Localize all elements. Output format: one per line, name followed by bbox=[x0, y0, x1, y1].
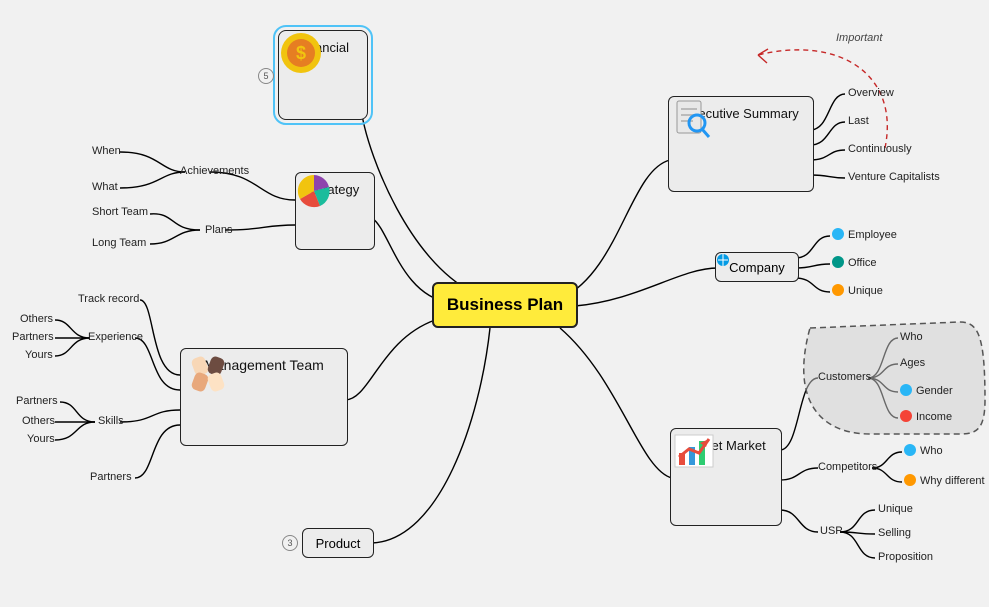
leaf-achievements[interactable]: Achievements bbox=[180, 165, 249, 177]
leaf-mgmt-partners[interactable]: Partners bbox=[90, 471, 132, 483]
leaf-long[interactable]: Long Team bbox=[92, 237, 146, 249]
leaf-usp-unique[interactable]: Unique bbox=[878, 503, 913, 515]
edge-tm-usp bbox=[780, 510, 818, 532]
edge-exec-ov bbox=[810, 94, 845, 130]
edge-mgmt-exp bbox=[135, 338, 180, 390]
leaf-c-ages[interactable]: Ages bbox=[900, 357, 925, 369]
leaf-exp-partners[interactable]: Partners bbox=[12, 331, 54, 343]
edge-co-emp bbox=[795, 236, 830, 258]
edge-center-company bbox=[575, 268, 718, 306]
leaf-c-gender[interactable]: Gender bbox=[900, 385, 953, 397]
edge-exp-others bbox=[55, 320, 90, 338]
edge-center-financial bbox=[362, 115, 472, 292]
leaf-vc[interactable]: Venture Capitalists bbox=[848, 171, 940, 183]
edge-usp-uni bbox=[840, 510, 875, 532]
edge-sk-partners bbox=[60, 402, 95, 422]
leaf-sk-others[interactable]: Others bbox=[22, 415, 55, 427]
mgmt-node[interactable]: Management Team bbox=[180, 348, 348, 446]
edge-strategy-plans bbox=[225, 225, 295, 230]
edge-co-off bbox=[795, 264, 830, 268]
leaf-track[interactable]: Track record bbox=[78, 293, 139, 305]
doc-search-icon bbox=[669, 97, 713, 141]
leaf-cont[interactable]: Continuously bbox=[848, 143, 912, 155]
financial-badge[interactable]: 5 bbox=[258, 68, 274, 84]
dollar-icon: $ bbox=[279, 31, 323, 75]
leaf-short[interactable]: Short Team bbox=[92, 206, 148, 218]
edge-tm-comp bbox=[780, 468, 818, 480]
edge-ach-when bbox=[120, 152, 185, 172]
leaf-comp-who[interactable]: Who bbox=[904, 445, 943, 457]
product-badge[interactable]: 3 bbox=[282, 535, 298, 551]
leaf-usp-selling[interactable]: Selling bbox=[878, 527, 911, 539]
leaf-exp-others[interactable]: Others bbox=[20, 313, 53, 325]
edge-mgmt-track bbox=[140, 300, 180, 375]
leaf-employee[interactable]: Employee bbox=[832, 229, 897, 241]
edge-mgmt-skills bbox=[120, 410, 180, 422]
pie-icon bbox=[296, 173, 332, 209]
company-label: Company bbox=[729, 260, 785, 275]
leaf-office[interactable]: Office bbox=[832, 257, 877, 269]
leaf-skills[interactable]: Skills bbox=[98, 415, 124, 427]
edge-plans-short bbox=[150, 214, 200, 230]
leaf-usp-prop[interactable]: Proposition bbox=[878, 551, 933, 563]
center-node[interactable]: Business Plan bbox=[432, 282, 578, 328]
financial-node[interactable]: $ Financial bbox=[278, 30, 368, 120]
leaf-what[interactable]: What bbox=[92, 181, 118, 193]
leaf-unique[interactable]: Unique bbox=[832, 285, 883, 297]
edge-exec-vc bbox=[810, 175, 845, 178]
edge-usp-prop bbox=[840, 532, 875, 558]
leaf-customers[interactable]: Customers bbox=[818, 371, 871, 383]
leaf-overview[interactable]: Overview bbox=[848, 87, 894, 99]
leaf-when[interactable]: When bbox=[92, 145, 121, 157]
edge-exec-last bbox=[810, 122, 845, 145]
edge-exp-yours bbox=[55, 338, 90, 356]
edge-mgmt-partners bbox=[135, 425, 180, 478]
edge-center-mgmt bbox=[345, 320, 435, 400]
leaf-last[interactable]: Last bbox=[848, 115, 869, 127]
edge-sk-yours bbox=[55, 422, 95, 440]
exec-node[interactable]: Executive Summary bbox=[668, 96, 814, 192]
strategy-node[interactable]: Strategy bbox=[295, 172, 375, 250]
edge-center-target bbox=[560, 328, 672, 478]
leaf-usp[interactable]: USP bbox=[820, 525, 843, 537]
svg-text:$: $ bbox=[296, 43, 306, 63]
leaf-competitors[interactable]: Competitors bbox=[818, 461, 877, 473]
edge-center-product bbox=[372, 328, 490, 543]
hands-icon bbox=[181, 349, 235, 397]
center-label: Business Plan bbox=[447, 295, 563, 315]
edge-center-exec bbox=[562, 160, 670, 298]
leaf-sk-yours[interactable]: Yours bbox=[27, 433, 55, 445]
edge-co-uni bbox=[795, 278, 830, 292]
leaf-c-income[interactable]: Income bbox=[900, 411, 952, 423]
product-node[interactable]: Product bbox=[302, 528, 374, 558]
chart-icon bbox=[671, 429, 717, 473]
leaf-exp[interactable]: Experience bbox=[88, 331, 143, 343]
leaf-sk-partners[interactable]: Partners bbox=[16, 395, 58, 407]
edge-plans-long bbox=[150, 230, 200, 244]
leaf-comp-why[interactable]: Why different bbox=[904, 475, 985, 487]
edge-ach-what bbox=[120, 172, 185, 188]
edge-exec-cont bbox=[810, 150, 845, 160]
globe-icon bbox=[716, 253, 730, 267]
important-callout[interactable]: Important bbox=[836, 32, 882, 44]
leaf-exp-yours[interactable]: Yours bbox=[25, 349, 53, 361]
leaf-plans[interactable]: Plans bbox=[205, 224, 233, 236]
product-label: Product bbox=[316, 536, 361, 551]
leaf-c-who[interactable]: Who bbox=[900, 331, 923, 343]
target-node[interactable]: Target Market bbox=[670, 428, 782, 526]
company-node[interactable]: Company bbox=[715, 252, 799, 282]
